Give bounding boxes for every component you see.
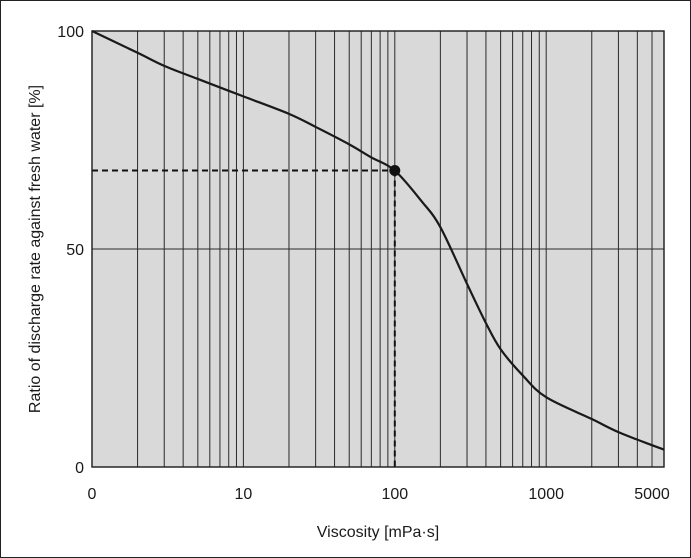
- x-tick-label: 1000: [528, 486, 564, 503]
- x-tick-label: 5000: [634, 486, 670, 503]
- reference-guides: [92, 169, 396, 467]
- series-line: [91, 30, 665, 451]
- y-axis-title: Ratio of discharge rate against fresh wa…: [27, 85, 44, 413]
- x-tick-label: 100: [381, 486, 408, 503]
- y-tick-label: 0: [75, 460, 84, 477]
- y-tick-label: 50: [66, 242, 84, 259]
- x-tick-labels: 0 10 100 1000 5000: [88, 486, 670, 503]
- y-tick-label: 100: [57, 24, 84, 41]
- plot-border: [91, 30, 665, 468]
- x-tick-label: 0: [88, 486, 97, 503]
- highlight-point: [389, 165, 401, 177]
- x-tick-label: 10: [234, 486, 252, 503]
- y-tick-labels: 0 50 100: [57, 24, 84, 477]
- x-axis-title: Viscosity [mPa·s]: [317, 524, 439, 541]
